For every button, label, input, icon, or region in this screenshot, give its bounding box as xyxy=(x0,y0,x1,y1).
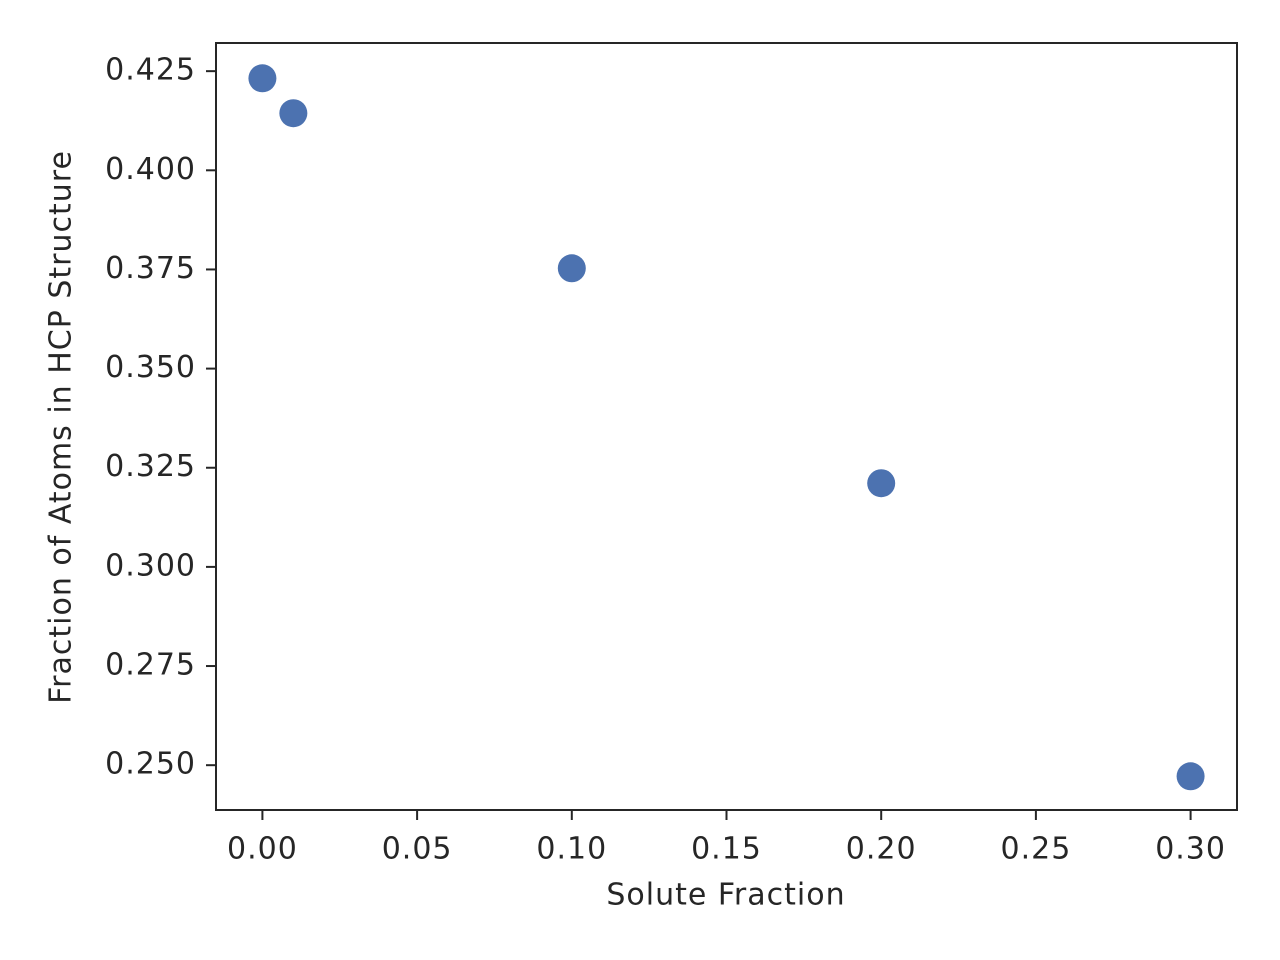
y-tick-label: 0.275 xyxy=(105,648,196,683)
x-tick-label: 0.30 xyxy=(1155,832,1226,867)
point xyxy=(557,254,586,283)
point xyxy=(1176,762,1205,791)
x-tick-label: 0.05 xyxy=(382,832,453,867)
plot-frame xyxy=(215,42,1238,811)
y-tick-label: 0.375 xyxy=(105,251,196,286)
x-tick-label: 0.15 xyxy=(691,832,762,867)
y-tick-label: 0.400 xyxy=(105,152,196,187)
y-tick-label: 0.350 xyxy=(105,350,196,385)
point xyxy=(867,469,896,498)
y-tick-label: 0.425 xyxy=(105,53,196,88)
x-tick-label: 0.00 xyxy=(227,832,298,867)
x-tick-label: 0.10 xyxy=(536,832,607,867)
y-tick-label: 0.300 xyxy=(105,548,196,583)
x-tick-label: 0.25 xyxy=(1000,832,1071,867)
y-axis-label: Fraction of Atoms in HCP Structure xyxy=(44,150,79,704)
point xyxy=(279,99,308,128)
y-tick-label: 0.325 xyxy=(105,449,196,484)
y-tick-label: 0.250 xyxy=(105,747,196,782)
point xyxy=(248,64,277,93)
x-tick-label: 0.20 xyxy=(846,832,917,867)
x-axis-label: Solute Fraction xyxy=(606,878,845,913)
